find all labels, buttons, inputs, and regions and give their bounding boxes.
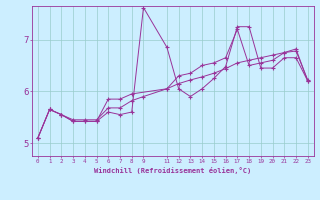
X-axis label: Windchill (Refroidissement éolien,°C): Windchill (Refroidissement éolien,°C) <box>94 167 252 174</box>
